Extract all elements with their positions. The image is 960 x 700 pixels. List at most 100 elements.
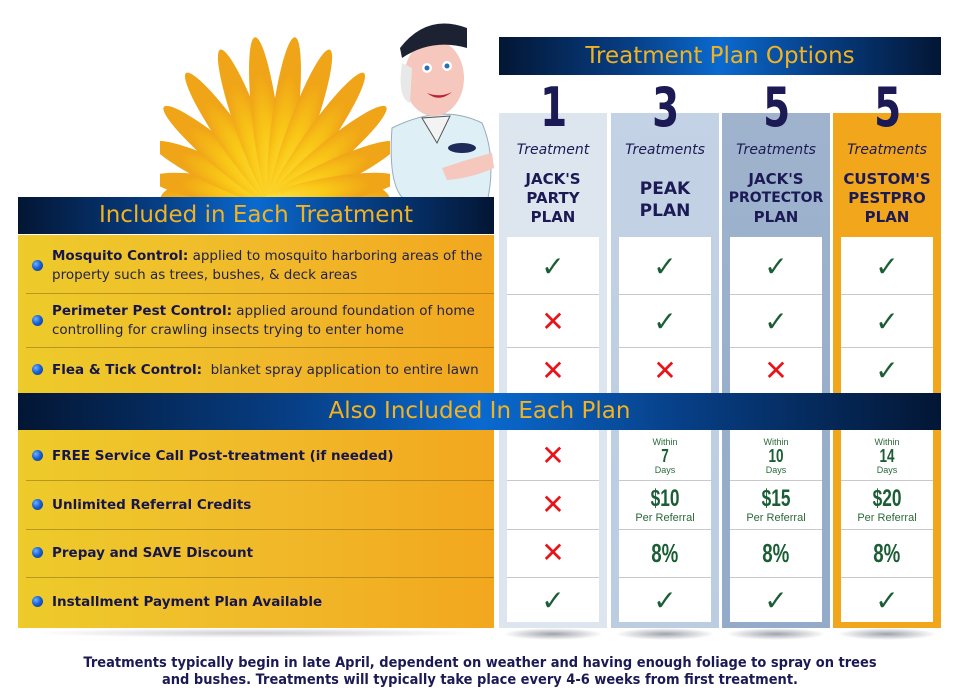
cell-cross: ✕ (619, 349, 711, 393)
row-divider (507, 347, 599, 348)
feature-row-perimeter: Perimeter Pest Control: applied around f… (18, 294, 494, 348)
plan-name-line: PEAK (639, 179, 691, 199)
panel-shadow (30, 628, 480, 638)
row-divider (26, 480, 494, 481)
treatment-unit: Treatments (736, 142, 816, 158)
feature-label: Unlimited Referral Credits (52, 496, 252, 513)
bullet-icon (32, 260, 43, 271)
discount-percent: 8% (762, 538, 790, 568)
feature-row-referral-credits: Unlimited Referral Credits (18, 481, 494, 529)
plan-name: JACK'S PROTECTOR PLAN (722, 170, 830, 227)
plan-cells-panel (841, 430, 933, 622)
feature-row-flea-tick: Flea & Tick Control: blanket spray appli… (18, 348, 494, 392)
check-icon: ✓ (541, 584, 565, 617)
also-features-panel: FREE Service Call Post-treatment (if nee… (18, 430, 494, 628)
discount-percent: 8% (873, 538, 901, 568)
days-label: Days (765, 465, 787, 475)
feature-label: Flea & Tick Control: (52, 361, 203, 378)
row-divider (26, 577, 494, 578)
plan-name-line: PROTECTOR (728, 190, 824, 206)
feature-row-mosquito: Mosquito Control: applied to mosquito ha… (18, 239, 494, 293)
referral-amount: $15 (761, 484, 791, 512)
row-divider (507, 480, 599, 481)
cell-check: ✓ (619, 578, 711, 624)
bullet-icon (32, 547, 43, 558)
cell-cross: ✕ (507, 530, 599, 576)
cell-within-days: Within 14 Days (841, 432, 933, 480)
cell-cross: ✕ (507, 481, 599, 529)
column-shadow (837, 628, 937, 640)
cross-icon: ✕ (764, 354, 788, 387)
feature-label: Installment Payment Plan Available (52, 593, 323, 610)
check-icon: ✓ (764, 584, 788, 617)
cell-check: ✓ (730, 295, 822, 349)
days-label: Days (876, 465, 898, 475)
plan-cells-panel (619, 237, 711, 393)
days-value: 7 (661, 446, 669, 466)
column-shadow (615, 628, 715, 640)
check-icon: ✓ (653, 584, 677, 617)
cell-cross: ✕ (507, 432, 599, 480)
plan-cells-panel (730, 237, 822, 393)
row-divider (507, 294, 599, 295)
cell-referral-credit: $15 Per Referral (730, 481, 822, 529)
feature-description: blanket spray application to entire lawn (206, 361, 479, 378)
row-divider (507, 529, 599, 530)
bullet-icon (32, 450, 43, 461)
included-each-treatment-header: Included in Each Treatment (18, 197, 494, 234)
included-features-panel: Mosquito Control: applied to mosquito ha… (18, 235, 494, 393)
cross-icon: ✕ (541, 354, 565, 387)
feature-row-free-service-call: FREE Service Call Post-treatment (if nee… (18, 432, 494, 480)
bullet-icon (32, 596, 43, 607)
check-icon: ✓ (653, 305, 677, 338)
plan-header: 1 Treatment JACK'S PARTY PLAN (499, 0, 607, 240)
within-label: Within (874, 437, 900, 447)
cell-check: ✓ (841, 349, 933, 393)
feature-label: Perimeter Pest Control: (52, 303, 232, 319)
cell-check: ✓ (507, 240, 599, 294)
row-divider (619, 347, 711, 348)
plan-header: 5 Treatments CUSTOM'S PESTPRO PLAN (833, 0, 941, 240)
cell-discount: 8% (730, 530, 822, 576)
row-divider (619, 294, 711, 295)
plan-options-banner: Treatment Plan Options (499, 37, 941, 75)
cell-referral-credit: $20 Per Referral (841, 481, 933, 529)
plan-name-line: PESTPRO (848, 189, 926, 207)
treatment-unit: Treatments (625, 142, 705, 158)
treatment-unit: Treatment (516, 142, 590, 158)
row-divider (841, 347, 933, 348)
row-divider (841, 294, 933, 295)
cell-within-days: Within 7 Days (619, 432, 711, 480)
cell-cross: ✕ (730, 349, 822, 393)
cell-check: ✓ (619, 295, 711, 349)
treatment-count: 5 (763, 76, 790, 139)
treatment-count: 1 (540, 76, 567, 139)
feature-label: FREE Service Call Post-treatment (if nee… (52, 447, 394, 464)
row-divider (730, 294, 822, 295)
bullet-icon (32, 315, 43, 326)
row-divider (730, 529, 822, 530)
per-referral-label: Per Referral (746, 511, 806, 524)
check-icon: ✓ (764, 250, 788, 283)
cell-check: ✓ (841, 295, 933, 349)
cell-within-days: Within 10 Days (730, 432, 822, 480)
sunflower-illustration (160, 37, 390, 200)
treatment-count: 3 (652, 76, 679, 139)
row-divider (730, 577, 822, 578)
treatment-unit: Treatments (847, 142, 927, 158)
footer-note: Treatments typically begin in late April… (83, 655, 877, 688)
cell-cross: ✕ (507, 349, 599, 393)
plan-name-line: PARTY (526, 189, 580, 207)
plan-name-line: CUSTOM'S (843, 170, 931, 188)
plan-cells-panel (841, 237, 933, 393)
row-divider (730, 480, 822, 481)
row-divider (841, 480, 933, 481)
plan-name-line: JACK'S (748, 170, 804, 188)
referral-amount: $10 (650, 484, 680, 512)
row-divider (26, 529, 494, 530)
plan-name-line: PLAN (639, 201, 691, 221)
feature-description: applied to mosquito harboring areas of t… (52, 248, 483, 283)
check-icon: ✓ (764, 305, 788, 338)
per-referral-label: Per Referral (635, 511, 695, 524)
cross-icon: ✕ (541, 488, 565, 521)
